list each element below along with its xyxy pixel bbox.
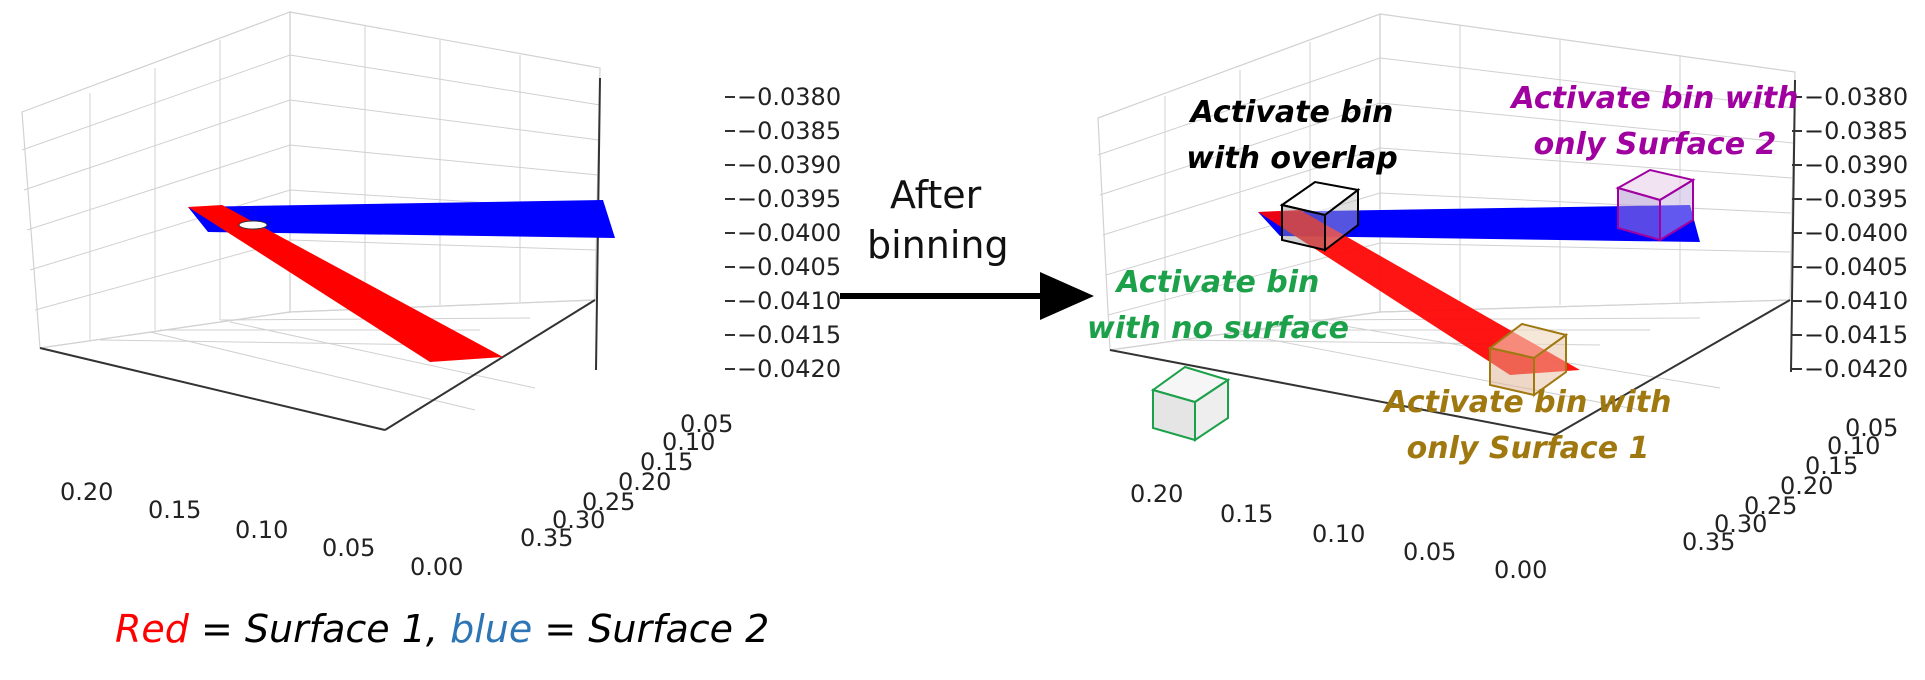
bin-cube-overlap	[1279, 180, 1361, 253]
plot-panes	[21, 11, 601, 431]
z-tick-label: −0.0405	[737, 253, 841, 281]
y-tick-label: 0.05	[1845, 414, 1898, 442]
x-axis-line	[39, 347, 386, 431]
x-tick-label: 0.15	[1220, 500, 1273, 528]
x-tick-label: 0.00	[410, 553, 463, 581]
y-tick-labels: 0.05 0.10 0.15 0.20 0.25 0.30 0.35	[520, 410, 733, 552]
x-tick-label: 0.20	[60, 478, 113, 506]
z-tick-label: −0.0415	[1804, 321, 1908, 349]
y-tick-labels: 0.05 0.10 0.15 0.20 0.25 0.30 0.35	[1682, 414, 1898, 556]
z-tick-label: −0.0420	[737, 355, 841, 383]
after-binning-arrow: After binning	[840, 173, 1094, 320]
y-axis-line	[1554, 299, 1791, 436]
z-tick-label: −0.0405	[1804, 253, 1908, 281]
annotation-line: with no surface	[1087, 311, 1349, 346]
x-tick-label: 0.20	[1130, 480, 1183, 508]
legend-text-2: = Surface 2	[532, 607, 769, 651]
x-tick-label: 0.15	[148, 496, 201, 524]
annotation-line: Activate bin with	[1510, 81, 1799, 116]
x-tick-label: 0.00	[1494, 556, 1547, 584]
z-tick-label: −0.0390	[1804, 151, 1908, 179]
x-tick-label: 0.05	[322, 534, 375, 562]
y-tick-label: 0.25	[582, 488, 635, 516]
z-tick-label: −0.0380	[1804, 83, 1908, 111]
right-3d-plot: 0.20 0.15 0.10 0.05 0.00 0.05 0.10 0.15 …	[1087, 13, 1908, 584]
surface-1-red	[188, 205, 503, 362]
overlap-hole	[238, 220, 268, 230]
annotation-line: Activate bin	[1189, 95, 1394, 130]
y-tick-label: 0.10	[1827, 432, 1880, 460]
annotation-line: only Surface 1	[1407, 431, 1650, 466]
z-tick-labels: −0.0380 −0.0385 −0.0390 −0.0395 −0.0400 −0.04…	[1792, 83, 1908, 383]
legend: Red = Surface 1, blue = Surface 2	[115, 607, 769, 651]
x-tick-labels: 0.20 0.15 0.10 0.05 0.00	[60, 478, 463, 581]
legend-text-1: = Surface 1,	[189, 607, 450, 651]
arrow-label-line2: binning	[867, 223, 1009, 267]
bin-cube-no-surface	[1150, 365, 1231, 442]
z-tick-label: −0.0410	[737, 287, 841, 315]
x-tick-label: 0.10	[1312, 520, 1365, 548]
y-tick-label: 0.10	[662, 428, 715, 456]
z-tick-label: −0.0410	[1804, 287, 1908, 315]
z-tick-label: −0.0385	[1804, 117, 1908, 145]
y-tick-label: 0.30	[552, 506, 605, 534]
z-tick-labels: −0.0380 −0.0385 −0.0390 −0.0395 −0.0400 −0.04…	[725, 83, 841, 383]
y-tick-label: 0.20	[1780, 472, 1833, 500]
annotation-surface-2: Activate bin with only Surface 2	[1510, 81, 1799, 162]
x-axis-line	[1109, 349, 1556, 436]
z-tick-label: −0.0385	[737, 117, 841, 145]
annotation-no-surface: Activate bin with no surface	[1087, 265, 1349, 346]
x-tick-label: 0.05	[1403, 538, 1456, 566]
bin-cube-surface-2	[1615, 168, 1696, 242]
annotation-line: Activate bin	[1115, 265, 1320, 300]
surface-2-blue	[1258, 205, 1700, 242]
legend-red-word: Red	[115, 607, 190, 651]
y-tick-label: 0.35	[520, 524, 573, 552]
y-tick-label: 0.35	[1682, 528, 1735, 556]
z-axis-line	[1790, 79, 1796, 373]
z-tick-label: −0.0395	[737, 185, 841, 213]
annotation-surface-1: Activate bin with only Surface 1	[1383, 385, 1672, 466]
z-tick-label: −0.0415	[737, 321, 841, 349]
y-tick-label: 0.15	[1805, 452, 1858, 480]
surface-2-blue	[188, 200, 615, 238]
y-axis-line	[384, 299, 596, 431]
y-tick-label: 0.30	[1714, 510, 1767, 538]
y-tick-label: 0.05	[680, 410, 733, 438]
y-tick-label: 0.15	[640, 448, 693, 476]
z-tick-label: −0.0380	[737, 83, 841, 111]
surface-1-red	[1258, 210, 1580, 375]
legend-blue-word: blue	[450, 607, 532, 651]
bin-cube-surface-1	[1487, 322, 1569, 397]
y-tick-label: 0.20	[618, 468, 671, 496]
left-3d-plot: 0.20 0.15 0.10 0.05 0.00 0.05 0.10 0.15 …	[21, 11, 841, 581]
grid-lines	[21, 25, 601, 411]
annotation-line: with overlap	[1186, 141, 1397, 176]
x-tick-label: 0.10	[235, 516, 288, 544]
x-tick-labels: 0.20 0.15 0.10 0.05 0.00	[1130, 480, 1547, 584]
annotation-line: only Surface 2	[1534, 127, 1777, 162]
z-tick-label: −0.0390	[737, 151, 841, 179]
z-tick-label: −0.0400	[737, 219, 841, 247]
arrow-label-line1: After	[890, 173, 982, 217]
y-tick-label: 0.25	[1744, 492, 1797, 520]
z-tick-label: −0.0395	[1804, 185, 1908, 213]
annotation-overlap: Activate bin with overlap	[1186, 95, 1397, 176]
z-tick-label: −0.0400	[1804, 219, 1908, 247]
annotation-line: Activate bin with	[1383, 385, 1672, 420]
z-tick-label: −0.0420	[1804, 355, 1908, 383]
left-pane	[21, 11, 291, 349]
